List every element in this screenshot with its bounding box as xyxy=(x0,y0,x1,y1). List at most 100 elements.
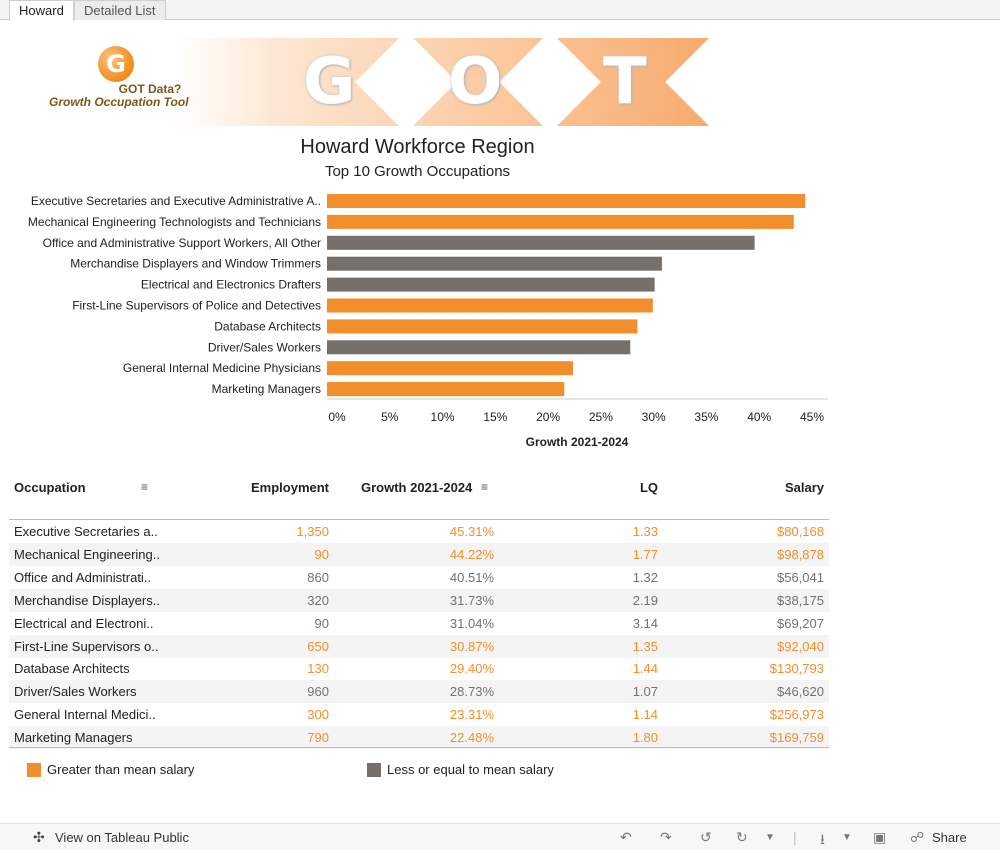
bar[interactable] xyxy=(327,298,653,313)
growth-bar-chart: Executive Secretaries and Executive Admi… xyxy=(28,194,828,449)
bar[interactable] xyxy=(327,319,638,334)
table-bottom-rule xyxy=(9,747,829,748)
table-row[interactable]: Mechanical Engineering.. 90 44.22% 1.77 $98,… xyxy=(9,542,829,566)
bar[interactable] xyxy=(327,214,794,229)
bar[interactable] xyxy=(327,340,631,355)
cell-growth: 30.87% xyxy=(449,638,494,654)
table-row[interactable]: Marketing Managers 790 22.48% 1.80 $169,759 xyxy=(9,726,829,750)
bar[interactable] xyxy=(327,361,574,376)
y-category-label: Mechanical Engineering Technologists and… xyxy=(28,215,321,229)
share-button[interactable]: Share xyxy=(932,830,967,845)
table-row[interactable]: Driver/Sales Workers 960 28.73% 1.07 $46,620 xyxy=(9,680,829,704)
x-tick-label: 45% xyxy=(800,410,824,424)
chart-subtitle: Top 10 Growth Occupations xyxy=(324,163,511,180)
cell-salary: $92,040 xyxy=(777,638,824,654)
got-logo-icon: G xyxy=(98,46,134,82)
tableau-toolbar: ✣ View on Tableau Public ↶ ↷ ↺ ↻ ▼ | ⭳ ▼… xyxy=(0,823,1000,850)
cell-employment: 790 xyxy=(307,730,329,746)
tab-detailed-list[interactable]: Detailed List xyxy=(74,0,166,20)
undo-icon[interactable]: ↶ xyxy=(620,829,632,845)
cell-growth: 28.73% xyxy=(449,684,494,700)
cell-occupation: Driver/Sales Workers xyxy=(14,684,137,700)
col-header-employment[interactable]: Employment xyxy=(250,480,329,495)
download-icon[interactable]: ⭳ xyxy=(820,831,825,847)
refresh-icon[interactable]: ↻ xyxy=(736,829,748,845)
redo-icon[interactable]: ↷ xyxy=(660,829,672,845)
table-row[interactable]: General Internal Medici.. 300 23.31% 1.14 $2… xyxy=(9,703,829,726)
y-category-label: Merchandise Displayers and Window Trimme… xyxy=(70,257,321,271)
col-header-growth[interactable]: Growth 2021-2024 xyxy=(361,480,473,495)
banner-letter-g: G xyxy=(303,45,356,119)
cell-salary: $169,759 xyxy=(769,730,824,746)
bar[interactable] xyxy=(327,256,662,271)
y-category-label: First-Line Supervisors of Police and Det… xyxy=(72,299,321,313)
legend-below-mean[interactable]: Less or equal to mean salary xyxy=(367,762,554,777)
cell-salary: $69,207 xyxy=(777,615,824,631)
share-icon[interactable]: ☍ xyxy=(910,829,925,845)
cell-employment: 320 xyxy=(307,592,329,608)
cell-lq: 1.32 xyxy=(632,569,658,585)
x-tick-label: 40% xyxy=(747,410,771,424)
sheet-tab-bar: Howard Detailed List xyxy=(0,0,1000,21)
sort-descending-icon[interactable]: ≡ xyxy=(481,480,489,494)
table-row[interactable]: Office and Administrati.. 860 40.51% 1.32 $5… xyxy=(9,566,829,589)
col-header-salary[interactable]: Salary xyxy=(784,480,824,495)
x-tick-label: 35% xyxy=(694,410,718,424)
legend-label-below: Less or equal to mean salary xyxy=(387,762,554,777)
sort-icon[interactable]: ≡ xyxy=(141,480,149,494)
cell-occupation: First-Line Supervisors o.. xyxy=(14,638,159,654)
fullscreen-icon[interactable]: ▣ xyxy=(873,829,887,845)
cell-occupation: Marketing Managers xyxy=(14,730,133,746)
cell-lq: 1.07 xyxy=(632,684,658,700)
cell-growth: 23.31% xyxy=(449,707,494,723)
logo-name: Growth Occupation Tool xyxy=(49,95,189,109)
bar[interactable] xyxy=(327,235,755,250)
table-row[interactable]: First-Line Supervisors o.. 650 30.87% 1.35 $… xyxy=(9,634,829,658)
download-dropdown-icon[interactable]: ▼ xyxy=(842,832,852,843)
tableau-icon: ✣ xyxy=(33,829,45,845)
cell-lq: 1.44 xyxy=(632,661,658,677)
revert-icon[interactable]: ↺ xyxy=(700,829,712,845)
cell-salary: $256,973 xyxy=(769,707,824,723)
y-category-label: General Internal Medicine Physicians xyxy=(123,361,321,375)
x-tick-label: 20% xyxy=(536,410,560,424)
tab-howard[interactable]: Howard xyxy=(9,0,74,21)
legend-label-above: Greater than mean salary xyxy=(47,762,195,777)
cell-lq: 1.35 xyxy=(632,638,658,654)
table-row[interactable]: Database Architects 130 29.40% 1.44 $130,793 xyxy=(9,657,829,680)
cell-growth: 31.04% xyxy=(449,615,494,631)
cell-growth: 44.22% xyxy=(449,546,494,562)
logo-tagline: GOT Data? xyxy=(118,82,182,96)
y-category-label: Electrical and Electronics Drafters xyxy=(141,278,321,292)
col-header-lq[interactable]: LQ xyxy=(639,480,658,495)
table-row[interactable]: Merchandise Displayers.. 320 31.73% 2.19 $38… xyxy=(9,588,829,612)
cell-employment: 130 xyxy=(307,661,329,677)
x-tick-label: 5% xyxy=(381,410,399,424)
cell-growth: 45.31% xyxy=(449,524,494,539)
legend-above-mean[interactable]: Greater than mean salary xyxy=(27,762,194,777)
bar[interactable] xyxy=(327,382,565,397)
col-header-occupation[interactable]: Occupation xyxy=(14,480,86,495)
cell-growth: 22.48% xyxy=(449,730,494,746)
x-tick-label: 15% xyxy=(483,410,507,424)
x-tick-label: 10% xyxy=(431,410,455,424)
legend-swatch-above xyxy=(27,762,41,777)
cell-lq: 1.14 xyxy=(632,707,658,723)
banner-diamond xyxy=(665,38,722,126)
y-category-label: Database Architects xyxy=(214,319,321,333)
cell-growth: 29.40% xyxy=(449,661,494,677)
table-row[interactable]: Executive Secretaries a.. 1,350 45.31% 1.33… xyxy=(9,520,829,543)
banner-letter-o: O xyxy=(448,45,503,119)
banner-diamond xyxy=(499,38,601,126)
y-category-label: Driver/Sales Workers xyxy=(208,340,321,354)
y-category-label: Office and Administrative Support Worker… xyxy=(43,236,321,250)
refresh-dropdown-icon[interactable]: ▼ xyxy=(765,832,775,843)
table-row[interactable]: Electrical and Electroni.. 90 31.04% 3.14 $6… xyxy=(9,612,829,635)
view-on-tableau-link[interactable]: View on Tableau Public xyxy=(55,830,189,845)
cell-growth: 31.73% xyxy=(449,592,494,608)
legend-swatch-below xyxy=(367,762,381,777)
bar[interactable] xyxy=(327,277,655,292)
bar[interactable] xyxy=(327,194,806,208)
toolbar-divider: | xyxy=(793,829,797,845)
banner-letter-t: T xyxy=(603,45,647,119)
